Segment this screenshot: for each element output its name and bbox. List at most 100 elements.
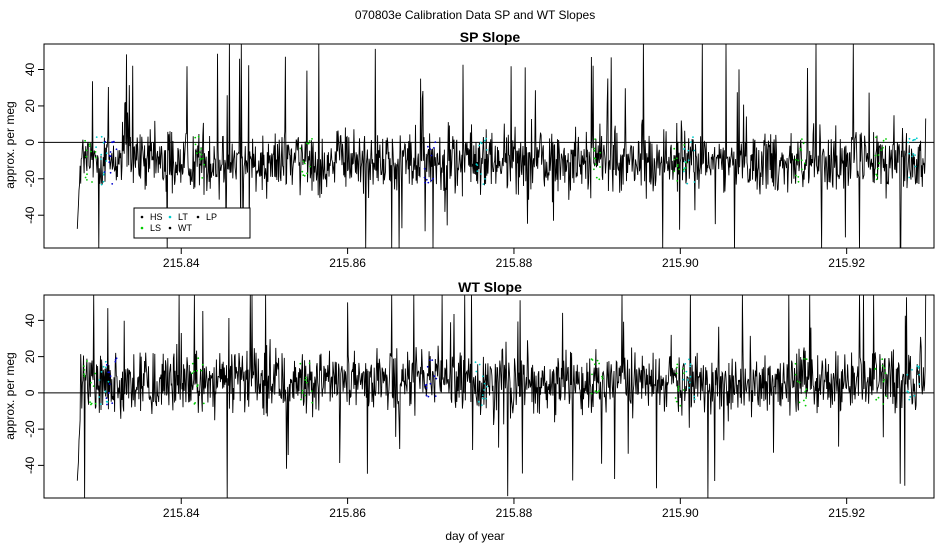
wt-slope-trace	[76, 295, 927, 498]
wt-slope-calibration-point	[100, 371, 103, 373]
wt-slope-calibration-point	[114, 359, 117, 361]
wt-slope-calibration-point	[596, 391, 598, 394]
wt-slope-calibration-point	[674, 397, 677, 399]
sp-slope-calibration-point	[673, 170, 675, 173]
sp-slope-calibration-point	[676, 180, 679, 182]
wt-slope-ylabel: approx. per meg	[3, 352, 17, 439]
sp-slope-calibration-point	[676, 165, 679, 168]
wt-slope-calibration-point	[590, 392, 593, 395]
wt-slope-ticks: 215.84 215.86 215.88 215.90 215.92 -40 -20 0 20 4…	[23, 313, 865, 520]
sp-slope-calibration-point	[115, 148, 118, 151]
legend-marker-lp	[196, 215, 200, 219]
sp-slope-calibration-point	[485, 137, 487, 140]
wt-slope-calibration-point	[481, 394, 484, 396]
sp-slope-calibration-point	[875, 136, 877, 139]
legend-item-lp: LP	[196, 212, 217, 222]
wt-slope-calibration-point	[305, 376, 307, 379]
wt-slope-calibration-point	[109, 375, 112, 377]
sp-slope-calibration-point	[427, 181, 430, 184]
wt-slope-calibration-point	[477, 400, 480, 403]
wt-slope-calibration-point	[196, 369, 198, 372]
wt-slope-calibration-point	[83, 365, 85, 367]
wt-slope-calibration-point	[598, 390, 600, 392]
wt-slope-calibration-point	[431, 359, 434, 361]
sp-slope-calibration-point	[100, 158, 102, 161]
wt-slope-calibration-point	[104, 366, 107, 369]
wt-slope-calibration-point	[90, 381, 92, 384]
sp-slope-calibration-point	[88, 143, 91, 146]
wt-slope-calibration-point	[877, 396, 880, 399]
sp-slope-ytick-label: 20	[23, 99, 37, 113]
sp-slope-ticks: 215.84 215.86 215.88 215.90 215.92 -40 -20 0 20 4…	[23, 63, 865, 270]
sp-slope-calibration-point	[797, 159, 800, 162]
sp-slope-calibration-point	[599, 151, 601, 154]
sp-slope-calibration-point	[797, 180, 800, 183]
wt-slope-calibration-point	[94, 372, 97, 375]
wt-slope-calibration-point	[693, 395, 696, 398]
wt-slope-calibration-point	[688, 386, 691, 389]
wt-slope-calibration-point	[918, 365, 920, 368]
wt-slope-calibration-point	[310, 390, 313, 392]
wt-slope-calibration-point	[882, 403, 885, 405]
wt-slope-calibration-point	[429, 359, 431, 361]
wt-slope-calibration-point	[102, 365, 105, 368]
sp-slope-calibration-point	[683, 147, 686, 150]
wt-slope-calibration-point	[805, 397, 807, 399]
wt-slope-calibration-point	[427, 395, 430, 398]
sp-slope-calibration-point	[885, 138, 887, 140]
wt-slope-xtick-label: 215.88	[496, 506, 533, 520]
sp-slope-calibration-point	[111, 183, 114, 185]
sp-slope-calibration-point	[915, 137, 918, 140]
sp-slope-calibration-point	[427, 145, 429, 148]
sp-slope-legend: HS LS LT WT LP	[133, 207, 251, 239]
wt-slope-calibration-point	[794, 373, 797, 376]
sp-slope-calibration-point	[102, 173, 105, 176]
legend-marker-ls	[140, 226, 144, 230]
wt-slope-calibration-point	[909, 396, 912, 398]
wt-slope-calibration-point	[885, 395, 888, 398]
sp-slope-calibration-point	[434, 141, 437, 144]
sp-slope-calibration-point	[802, 142, 805, 145]
legend-label-ls: LS	[150, 223, 161, 233]
sp-slope-calibration-point	[197, 135, 200, 138]
wt-slope-calibration-point	[90, 403, 92, 406]
sp-slope-calibration-point	[593, 149, 596, 152]
wt-slope-calibration-point	[908, 398, 911, 401]
wt-slope-calibration-point	[115, 357, 118, 360]
wt-slope-calibration-point	[601, 375, 603, 378]
legend-label-wt: WT	[178, 223, 192, 233]
sp-slope-calibration-point	[874, 154, 877, 157]
sp-slope-calibration-point	[109, 171, 112, 174]
sp-slope-calibration-point	[100, 153, 103, 156]
sp-slope-calibration-point	[430, 154, 433, 157]
wt-slope-calibration-point	[484, 397, 487, 400]
wt-slope-calibration-point	[83, 373, 85, 375]
legend-item-wt: WT	[168, 223, 192, 233]
wt-slope-calibration-point	[114, 360, 117, 363]
wt-slope-calibration-point	[913, 394, 916, 397]
sp-slope-calibration-point	[683, 170, 685, 173]
wt-slope-calibration-point	[677, 385, 680, 388]
wt-slope-calibration-point	[682, 389, 685, 391]
wt-slope-calibration-point	[684, 363, 687, 365]
wt-slope-calibration-point	[299, 362, 302, 365]
wt-slope-calibration-point	[193, 370, 195, 373]
sp-slope-calibration-point	[102, 141, 105, 144]
wt-slope-ytick-label: 40	[23, 313, 37, 327]
wt-slope-calibration-point	[300, 398, 302, 401]
sp-slope-calibration-point	[692, 136, 694, 139]
wt-slope-calibration-point	[425, 387, 428, 389]
legend-label-lt: LT	[178, 212, 188, 222]
wt-slope-calibration-point	[301, 392, 304, 394]
wt-slope-calibration-point	[884, 372, 887, 375]
wt-slope-calibration-point	[89, 401, 91, 403]
wt-slope-calibration-point	[480, 404, 483, 406]
wt-slope-ytick-label: 20	[23, 350, 37, 364]
wt-slope-calibration-point	[682, 378, 685, 381]
wt-slope-calibration-point	[881, 358, 884, 361]
sp-slope-calibration-point	[675, 157, 678, 160]
sp-slope-calibration-point	[684, 161, 686, 163]
wt-slope-xlabel: day of year	[445, 529, 504, 543]
wt-slope-calibration-point	[591, 373, 593, 376]
sp-slope-calibration-point	[882, 139, 885, 142]
